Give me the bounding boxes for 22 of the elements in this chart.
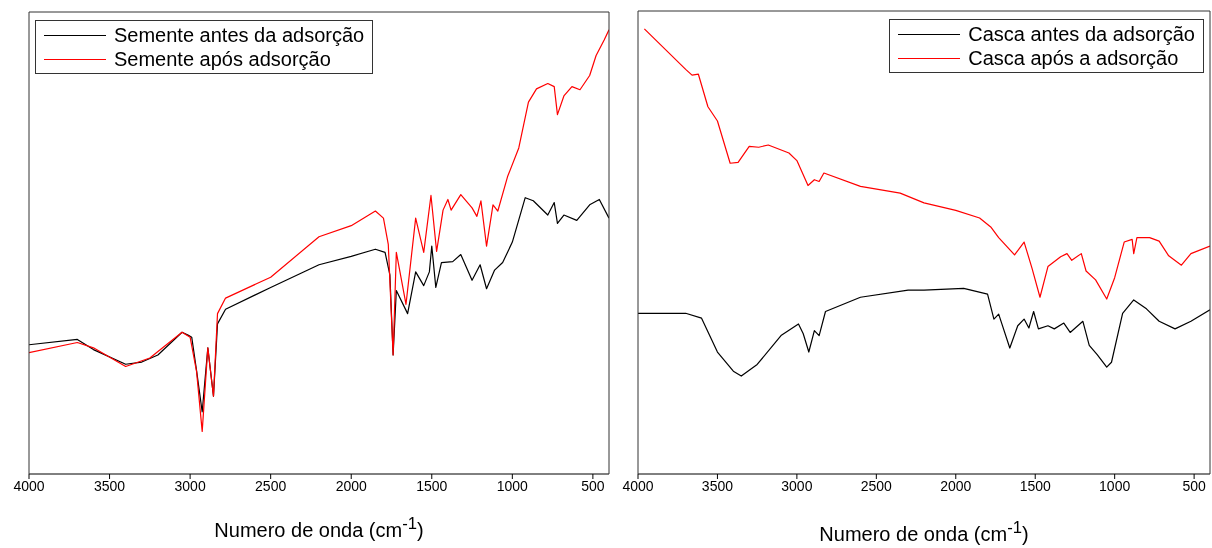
x-tick-label: 4000 xyxy=(13,477,45,494)
x-tick-label: 2500 xyxy=(860,477,893,494)
x-axis-title: Numero de onda (cm$^{-1}$) xyxy=(818,518,1030,546)
x-tick-label: 3000 xyxy=(781,477,813,494)
x-tick-label: 3500 xyxy=(93,477,126,494)
legend-label: Casca antes da adsorção xyxy=(968,22,1195,46)
x-tick-label: 1500 xyxy=(416,477,448,494)
legend-label: Semente antes da adsorção xyxy=(114,23,365,47)
x-tick-label: 500 xyxy=(1182,477,1206,494)
x-tick-label: 3500 xyxy=(701,477,734,494)
legend-label: Casca após a adsorção xyxy=(968,46,1179,70)
x-tick-label: 500 xyxy=(581,477,605,494)
x-tick-label: 1000 xyxy=(1099,477,1131,494)
x-tick-label: 3000 xyxy=(174,477,206,494)
x-tick-label: 2000 xyxy=(335,477,367,494)
x-tick-label: 1000 xyxy=(496,477,529,494)
x-tick-label: 4000 xyxy=(622,477,654,494)
x-axis-title: Numero de onda (cm$^{-1}$) xyxy=(213,514,425,542)
x-tick-label: 1500 xyxy=(1019,477,1051,494)
x-tick-label: 2000 xyxy=(940,477,972,494)
x-tick-label: 2500 xyxy=(255,477,287,494)
legend-label: Semente após adsorção xyxy=(114,47,331,71)
